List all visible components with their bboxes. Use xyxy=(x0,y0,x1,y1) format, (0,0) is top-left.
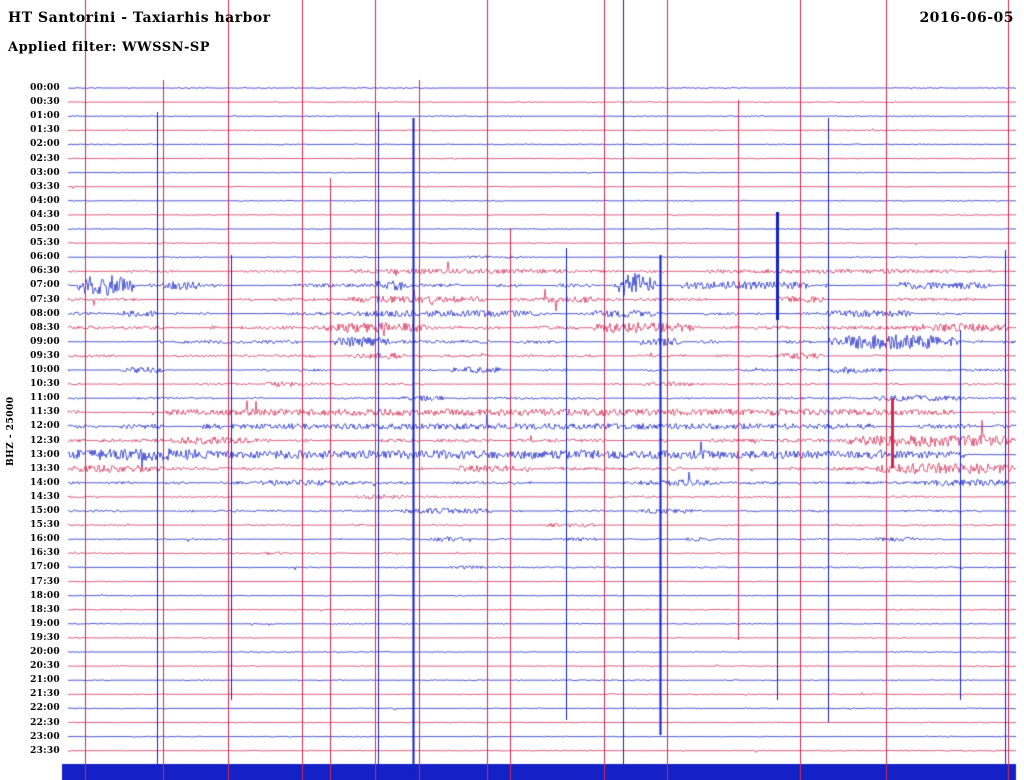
time-label: 19:30 xyxy=(30,632,60,643)
time-label: 06:00 xyxy=(30,252,60,263)
time-label: 04:30 xyxy=(30,209,60,220)
time-label: 15:00 xyxy=(30,506,60,516)
time-label: 05:00 xyxy=(30,224,60,234)
time-label: 00:30 xyxy=(30,97,60,108)
time-label: 12:00 xyxy=(30,421,60,432)
time-label: 01:00 xyxy=(30,111,60,122)
time-label: 13:00 xyxy=(30,449,60,460)
time-label: 14:00 xyxy=(30,477,60,488)
time-label: 02:30 xyxy=(30,153,60,164)
time-label: 06:30 xyxy=(30,266,60,277)
time-label: 03:00 xyxy=(30,167,60,178)
time-axis: 00:00 00:30 01:00 01:30 02:00 02:30 03:00 03:30… xyxy=(0,0,62,780)
time-label: 11:00 xyxy=(30,393,60,404)
time-label: 03:30 xyxy=(30,181,60,192)
time-label: 01:30 xyxy=(30,125,60,136)
time-label: 13:30 xyxy=(30,463,60,474)
time-label: 05:30 xyxy=(30,238,60,249)
time-label: 07:30 xyxy=(30,294,60,305)
time-label: 20:30 xyxy=(30,661,60,672)
time-label: 21:30 xyxy=(30,689,60,700)
time-label: 14:30 xyxy=(30,491,60,502)
time-label: 12:30 xyxy=(30,435,60,446)
time-label: 21:00 xyxy=(30,675,60,686)
time-label: 10:30 xyxy=(30,379,60,390)
time-label: 23:00 xyxy=(30,731,60,742)
time-label: 07:00 xyxy=(30,280,60,291)
time-label: 18:30 xyxy=(30,604,60,615)
time-label: 15:30 xyxy=(30,520,60,531)
time-label: 20:00 xyxy=(30,647,60,657)
time-label: 09:30 xyxy=(30,350,60,361)
time-label: 16:00 xyxy=(30,534,60,545)
time-label: 02:00 xyxy=(30,139,60,150)
time-label: 17:00 xyxy=(30,562,60,573)
time-label: 18:00 xyxy=(30,590,60,601)
time-label: 11:30 xyxy=(30,407,60,418)
time-label: 04:00 xyxy=(30,195,60,206)
time-label: 22:30 xyxy=(30,717,60,728)
time-label: 22:00 xyxy=(30,703,60,714)
applied-filter-label: Applied filter: WWSSN-SP xyxy=(8,40,211,55)
time-label: 17:30 xyxy=(30,576,60,587)
station-title: HT Santorini - Taxiarhis harbor xyxy=(8,10,271,26)
time-label: 09:00 xyxy=(30,336,60,347)
time-label: 08:00 xyxy=(30,308,60,319)
time-label: 10:00 xyxy=(30,365,60,375)
time-label: 00:00 xyxy=(30,83,60,93)
record-date: 2016-06-05 xyxy=(919,10,1014,26)
time-label: 23:30 xyxy=(30,745,60,756)
time-label: 19:00 xyxy=(30,618,60,629)
time-label: 16:30 xyxy=(30,548,60,559)
time-label: 08:30 xyxy=(30,322,60,333)
